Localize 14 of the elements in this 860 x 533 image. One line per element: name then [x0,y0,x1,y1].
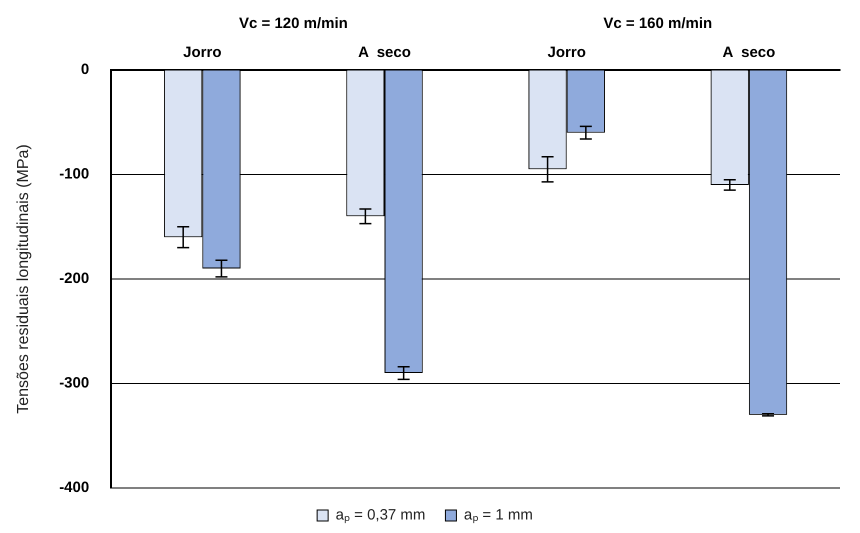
legend-label: aₚ = 1 mm [464,506,533,524]
x-tick-label: A seco [722,44,776,62]
legend-label: aₚ = 0,37 mm [336,506,426,524]
x-tick-label: Jorro [548,44,586,62]
text: Vc = 120 m/min [239,15,348,32]
y-tick-label: 0 [80,61,90,78]
y-tick-label: -200 [59,270,90,288]
text: Vc = 160 m/min [603,15,712,32]
y-tick-label: -100 [59,166,90,183]
y-axis-title: Tensões residuais longitudinais (MPa) [15,144,32,414]
x-tick-label: Jorro [183,44,222,62]
y-tick-label: -400 [59,479,90,496]
y-tick-label: -300 [59,374,90,392]
x-tick-label: A seco [358,44,411,62]
